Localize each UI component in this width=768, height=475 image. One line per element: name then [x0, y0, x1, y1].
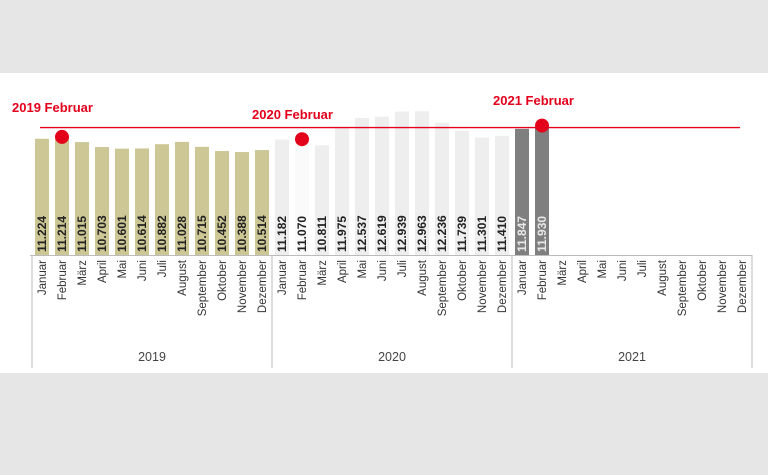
month-tick-label: August [657, 259, 669, 296]
year-tick-label: 2020 [378, 350, 406, 364]
bar [475, 137, 489, 255]
data-label: 10.601 [115, 215, 129, 252]
highlight-label: 2021 Februar [493, 93, 574, 108]
month-tick-label: Oktober [457, 260, 469, 301]
bar [255, 150, 269, 255]
bar [295, 141, 309, 255]
month-tick-label: November [237, 260, 249, 313]
bar [395, 111, 409, 256]
data-label: 11.182 [275, 216, 289, 252]
month-tick-label: Dezember [737, 260, 749, 313]
month-tick-label: März [77, 260, 89, 286]
bar [375, 116, 389, 255]
bar [495, 135, 509, 255]
highlight-label: 2020 Februar [252, 107, 333, 122]
month-tick-label: Mai [597, 260, 609, 279]
month-tick-label: März [557, 260, 569, 286]
data-label: 10.703 [95, 215, 109, 252]
month-tick-label: April [97, 260, 109, 283]
bar [415, 111, 429, 255]
bar [335, 126, 349, 255]
bar [275, 139, 289, 255]
month-tick-label: April [337, 260, 349, 283]
data-label: 11.214 [55, 216, 69, 252]
month-tick-label: November [717, 260, 729, 313]
month-tick-label: Juli [397, 260, 409, 277]
month-tick-label: April [577, 260, 589, 283]
month-tick-label: August [417, 259, 429, 296]
data-label: 10.882 [155, 215, 169, 252]
bar [235, 152, 249, 255]
month-tick-label: Mai [357, 260, 369, 279]
month-tick-label: Juli [637, 260, 649, 277]
bar [355, 117, 369, 255]
data-label: 12.619 [375, 215, 389, 252]
bar [115, 148, 129, 255]
data-label: 11.070 [295, 216, 309, 252]
data-label: 11.847 [515, 216, 529, 252]
data-label: 12.236 [435, 215, 449, 252]
highlight-dot [55, 129, 69, 144]
bar [435, 122, 449, 255]
bar [75, 142, 89, 255]
data-label: 12.939 [395, 215, 409, 252]
highlight-dot [535, 118, 549, 133]
month-tick-label: November [477, 260, 489, 313]
data-label: 11.975 [335, 216, 349, 252]
data-label: 10.614 [135, 215, 149, 252]
data-label: 11.410 [495, 216, 509, 252]
month-tick-label: März [317, 260, 329, 286]
month-tick-label: Juni [377, 260, 389, 281]
month-tick-label: Februar [57, 260, 69, 300]
data-label: 11.015 [75, 216, 89, 252]
month-tick-label: Dezember [497, 260, 509, 313]
data-label: 10.514 [255, 215, 269, 252]
month-tick-label: Februar [297, 260, 309, 300]
month-tick-label: September [197, 260, 209, 316]
data-label: 11.930 [535, 216, 549, 252]
month-tick-label: Juli [157, 260, 169, 277]
data-label: 11.301 [475, 216, 489, 252]
bar [195, 146, 209, 255]
bar-chart: 11.224 11.214 11.015 10.703 10.601 10.614 10.8… [12, 93, 753, 368]
chart-panel: 11.224 11.214 11.015 10.703 10.601 10.614 10.8… [0, 73, 768, 373]
data-label: 12.963 [415, 215, 429, 252]
bar [215, 151, 229, 255]
month-tick-label: Juni [137, 260, 149, 281]
data-label: 11.224 [35, 216, 49, 252]
year-tick-label: 2019 [138, 350, 166, 364]
month-tick-label: September [677, 260, 689, 316]
year-tick-label: 2021 [618, 350, 646, 364]
month-tick-label: Januar [277, 260, 289, 295]
data-label: 11.028 [175, 216, 189, 252]
month-tick-label: September [437, 260, 449, 316]
data-label: 10.452 [215, 215, 229, 252]
highlight-label: 2019 Februar [12, 100, 93, 115]
data-label: 10.811 [315, 216, 329, 252]
bar [515, 128, 529, 255]
bar [155, 144, 169, 255]
bar [455, 130, 469, 255]
bar [95, 147, 109, 255]
data-label: 11.739 [455, 216, 469, 252]
month-tick-label: Februar [537, 260, 549, 300]
bar [315, 145, 329, 255]
highlight-dot [295, 132, 309, 147]
month-tick-label: Juni [617, 260, 629, 281]
bar [35, 138, 49, 255]
bar [135, 148, 149, 255]
bar [55, 138, 69, 255]
month-tick-label: Januar [37, 260, 49, 295]
data-label: 10.388 [235, 215, 249, 252]
bar [175, 141, 189, 255]
bar [535, 127, 549, 255]
month-tick-label: Oktober [697, 260, 709, 301]
month-tick-label: Oktober [217, 260, 229, 301]
month-tick-label: Dezember [257, 260, 269, 313]
data-label: 12.537 [355, 215, 369, 252]
month-tick-label: August [177, 259, 189, 296]
month-tick-label: Mai [117, 260, 129, 279]
data-label: 10.715 [195, 215, 209, 252]
month-tick-label: Januar [517, 260, 529, 295]
